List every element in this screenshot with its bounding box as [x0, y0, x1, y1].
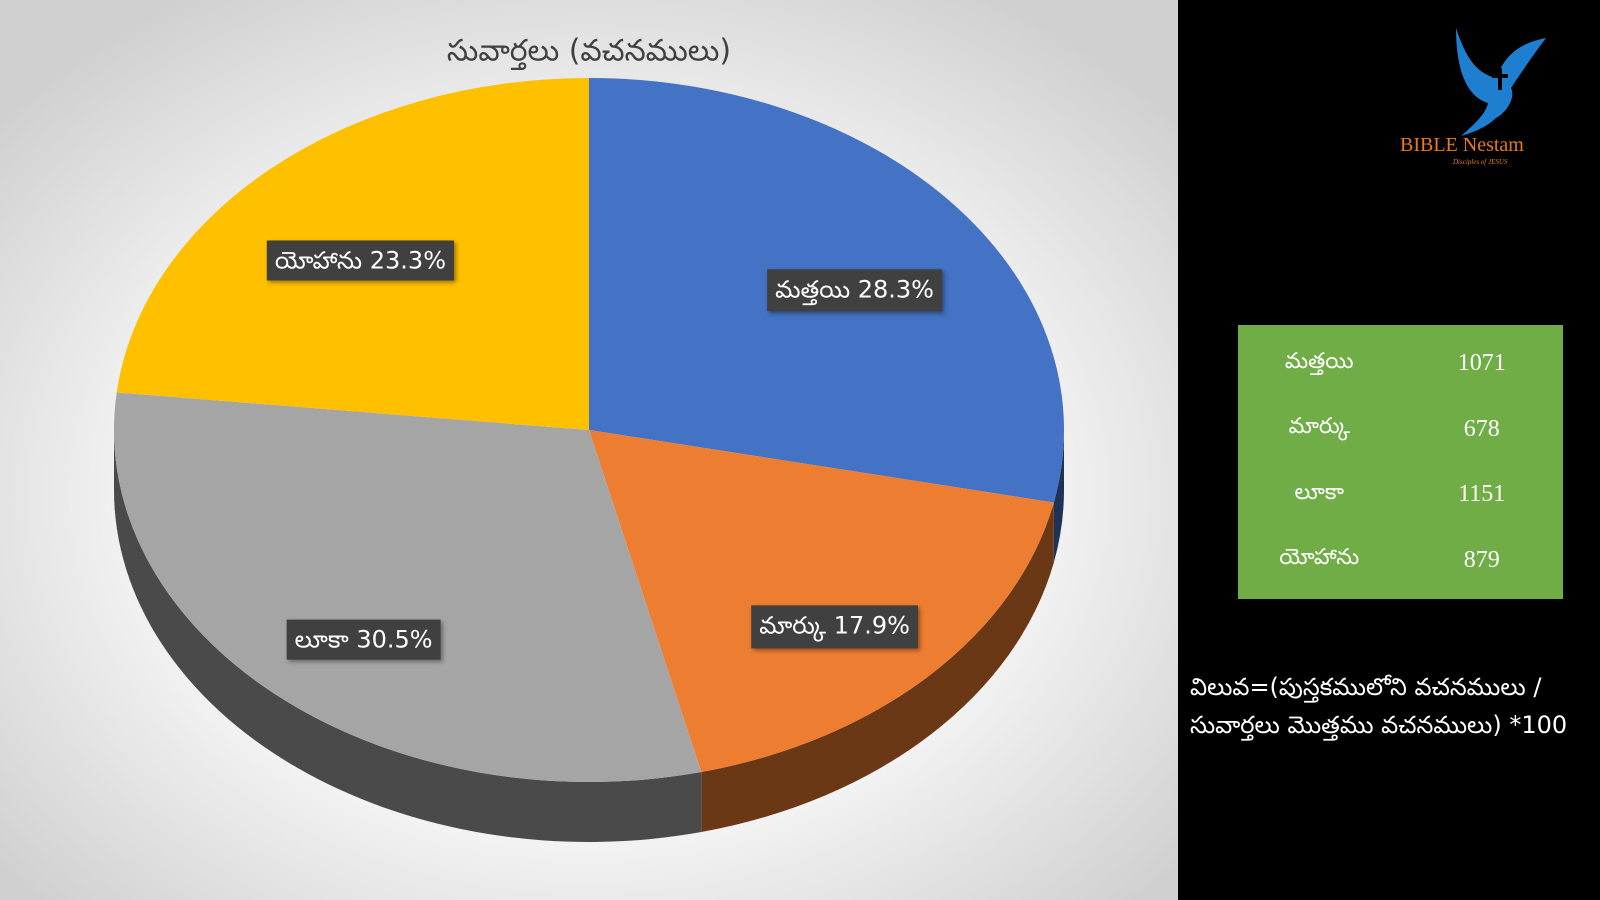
table-name: లూకా [1294, 479, 1345, 505]
pie-tops [114, 77, 1064, 782]
pie-slice [114, 392, 702, 782]
table-row: మత్తయి 1071 [1238, 331, 1563, 397]
value-label: 17.9% [834, 611, 910, 639]
data-label: మత్తయి 28.3% [767, 269, 942, 312]
logo-name: BIBLE Nestam [1400, 134, 1524, 156]
value-label: 28.3% [858, 275, 934, 303]
pie-slice-side [1053, 430, 1064, 563]
data-label: లూకా 30.5% [286, 619, 441, 660]
formula-note: విలువ=(పుస్తకములోని వచనములు / సువార్తలు … [1190, 673, 1568, 739]
table-row: లూకా 1151 [1238, 462, 1563, 528]
pie-sides [114, 430, 1064, 842]
category-name: మత్తయి [775, 275, 850, 305]
logo-icon [1456, 28, 1546, 136]
pie-slice-side [114, 430, 702, 842]
table-count: 678 [1463, 415, 1500, 442]
logo-tagline: Disciples of JESUS [1453, 158, 1508, 166]
data-label-text: యోహాను 23.3% [275, 246, 446, 274]
data-label: మార్కు 17.9% [751, 605, 918, 649]
table-name: మార్కు [1288, 414, 1350, 440]
data-label-box [286, 619, 441, 660]
table-name: యోహాను [1279, 545, 1360, 571]
pie-slice [589, 430, 1054, 773]
data-label: యోహాను 23.3% [266, 240, 455, 281]
table-name: మత్తయి [1284, 348, 1354, 374]
data-label-box [751, 605, 918, 649]
table-row: మార్కు 678 [1238, 397, 1563, 463]
table-count: 1071 [1457, 350, 1506, 377]
category-name: యోహాను [275, 246, 362, 274]
pie-slice-side [701, 502, 1054, 833]
side-panel: BIBLE Nestam Disciples of JESUS మత్తయి 10… [1178, 0, 1600, 900]
chart-title: సువార్తలు (వచనములు) [447, 34, 731, 71]
table-count: 879 [1463, 546, 1500, 573]
data-label-text: లూకా 30.5% [295, 626, 433, 654]
table-count: 1151 [1458, 481, 1506, 508]
data-label-box [266, 240, 455, 281]
data-label-box [767, 269, 942, 312]
value-label: 30.5% [356, 626, 432, 654]
value-label: 23.3% [370, 246, 446, 274]
category-name: మార్కు [759, 611, 826, 642]
table-row: యోహాను 879 [1238, 528, 1563, 594]
category-name: లూకా [295, 626, 349, 654]
data-label-text: మార్కు 17.9% [759, 611, 910, 642]
chart: సువార్తలు (వచనములు) మత్తయి 28.3% మార్కు 1… [0, 0, 1178, 900]
data-label-text: మత్తయి 28.3% [775, 275, 934, 305]
data-table: మత్తయి 1071 మార్కు 678 లూకా 1151 యోహాను 879 [1238, 325, 1563, 599]
